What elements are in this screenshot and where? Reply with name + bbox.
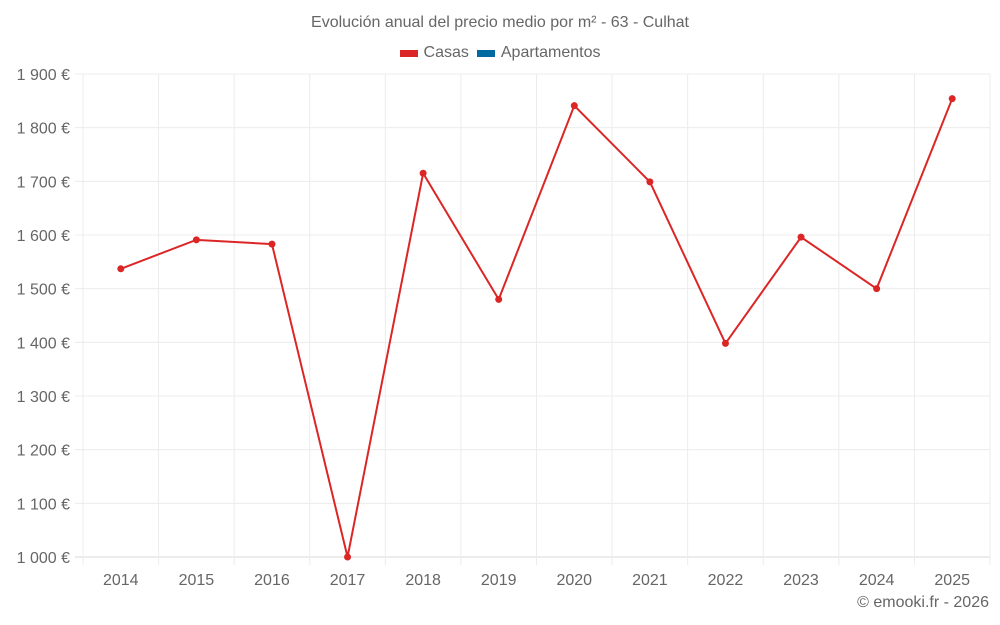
y-tick-label: 1 200 €: [17, 443, 70, 460]
x-tick-label: 2018: [405, 572, 441, 589]
x-tick-label: 2025: [934, 572, 970, 589]
x-tick-label: 2021: [632, 572, 668, 589]
legend-label-apartamentos: Apartamentos: [500, 44, 601, 61]
data-point[interactable]: [419, 169, 427, 177]
y-tick-label: 1 600 €: [17, 228, 70, 245]
data-point[interactable]: [797, 233, 805, 241]
data-point[interactable]: [344, 553, 352, 561]
chart-title: Evolución anual del precio medio por m² …: [311, 14, 689, 31]
data-point[interactable]: [570, 102, 578, 110]
y-tick-label: 1 000 €: [17, 550, 70, 567]
data-point[interactable]: [721, 339, 729, 347]
data-point[interactable]: [117, 265, 125, 273]
data-point[interactable]: [495, 295, 503, 303]
data-point[interactable]: [873, 285, 881, 293]
y-tick-label: 1 100 €: [17, 496, 70, 513]
x-tick-label: 2020: [556, 572, 592, 589]
x-tick-label: 2017: [330, 572, 366, 589]
x-tick-label: 2019: [481, 572, 517, 589]
y-tick-label: 1 300 €: [17, 389, 70, 406]
series-line-casas: [120, 98, 954, 558]
legend-swatch-casas: [399, 49, 418, 57]
y-tick-label: 1 400 €: [17, 335, 70, 352]
x-tick-label: 2015: [179, 572, 215, 589]
x-tick-label: 2014: [103, 572, 139, 589]
legend: Casas Apartamentos: [0, 44, 1000, 62]
y-tick-label: 1 700 €: [17, 174, 70, 191]
data-point[interactable]: [268, 240, 276, 248]
x-tick-label: 2016: [254, 572, 290, 589]
data-point[interactable]: [192, 236, 200, 244]
x-tick-label: 2023: [783, 572, 819, 589]
x-tick-label: 2024: [859, 572, 895, 589]
legend-item-casas[interactable]: Casas: [399, 44, 469, 62]
y-tick-label: 1 500 €: [17, 282, 70, 299]
legend-item-apartamentos[interactable]: Apartamentos: [476, 44, 601, 62]
y-tick-label: 1 800 €: [17, 121, 70, 138]
data-point[interactable]: [948, 95, 956, 103]
legend-label-casas: Casas: [423, 44, 469, 61]
data-point[interactable]: [646, 178, 654, 186]
legend-swatch-apartamentos: [476, 49, 495, 57]
credit-text: © emooki.fr - 2026: [857, 594, 989, 611]
y-tick-label: 1 900 €: [17, 67, 70, 84]
x-tick-label: 2022: [708, 572, 744, 589]
